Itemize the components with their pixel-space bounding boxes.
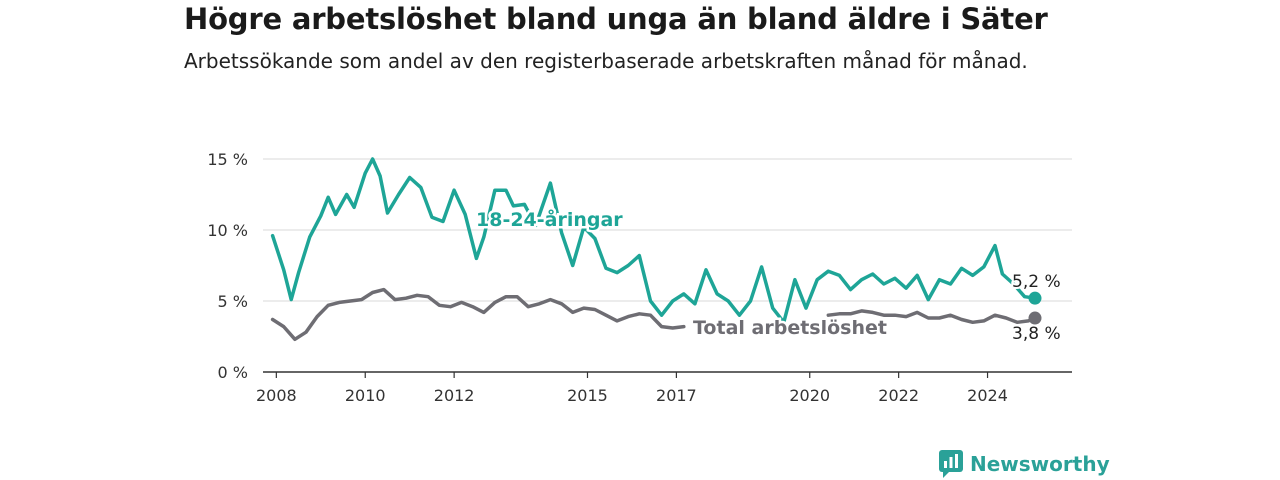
x-tick-label: 2024 xyxy=(967,386,1008,405)
x-tick-label: 2008 xyxy=(256,386,297,405)
end-value-youth: 5,2 % xyxy=(1012,272,1061,292)
y-tick-label: 10 % xyxy=(207,221,248,240)
x-tick-label: 2015 xyxy=(567,386,608,405)
y-tick-label: 0 % xyxy=(218,363,248,382)
x-tick-label: 2017 xyxy=(656,386,697,405)
x-tick-label: 2022 xyxy=(878,386,919,405)
series-line-total xyxy=(270,287,686,342)
x-tick-label: 2012 xyxy=(434,386,475,405)
y-tick-label: 5 % xyxy=(218,292,248,311)
series-label-youth: 18-24-åringar xyxy=(476,207,623,231)
x-tick-label: 2020 xyxy=(789,386,830,405)
brand-logo: Newsworthy xyxy=(938,449,1110,479)
end-value-total: 3,8 % xyxy=(1012,324,1061,344)
series-line-total xyxy=(826,309,1038,325)
bar-chart-speech-icon xyxy=(939,450,963,478)
brand-name: Newsworthy xyxy=(970,452,1110,476)
end-point-youth xyxy=(1028,291,1042,305)
series-line-youth xyxy=(270,157,1038,325)
series-label-total: Total arbetslöshet xyxy=(693,317,887,339)
x-tick-label: 2010 xyxy=(345,386,386,405)
page-subtitle: Arbetssökande som andel av den registerb… xyxy=(184,49,1028,73)
page-title: Högre arbetslöshet bland unga än bland ä… xyxy=(184,2,1048,36)
y-tick-label: 15 % xyxy=(207,150,248,169)
end-point-total xyxy=(1028,311,1042,325)
